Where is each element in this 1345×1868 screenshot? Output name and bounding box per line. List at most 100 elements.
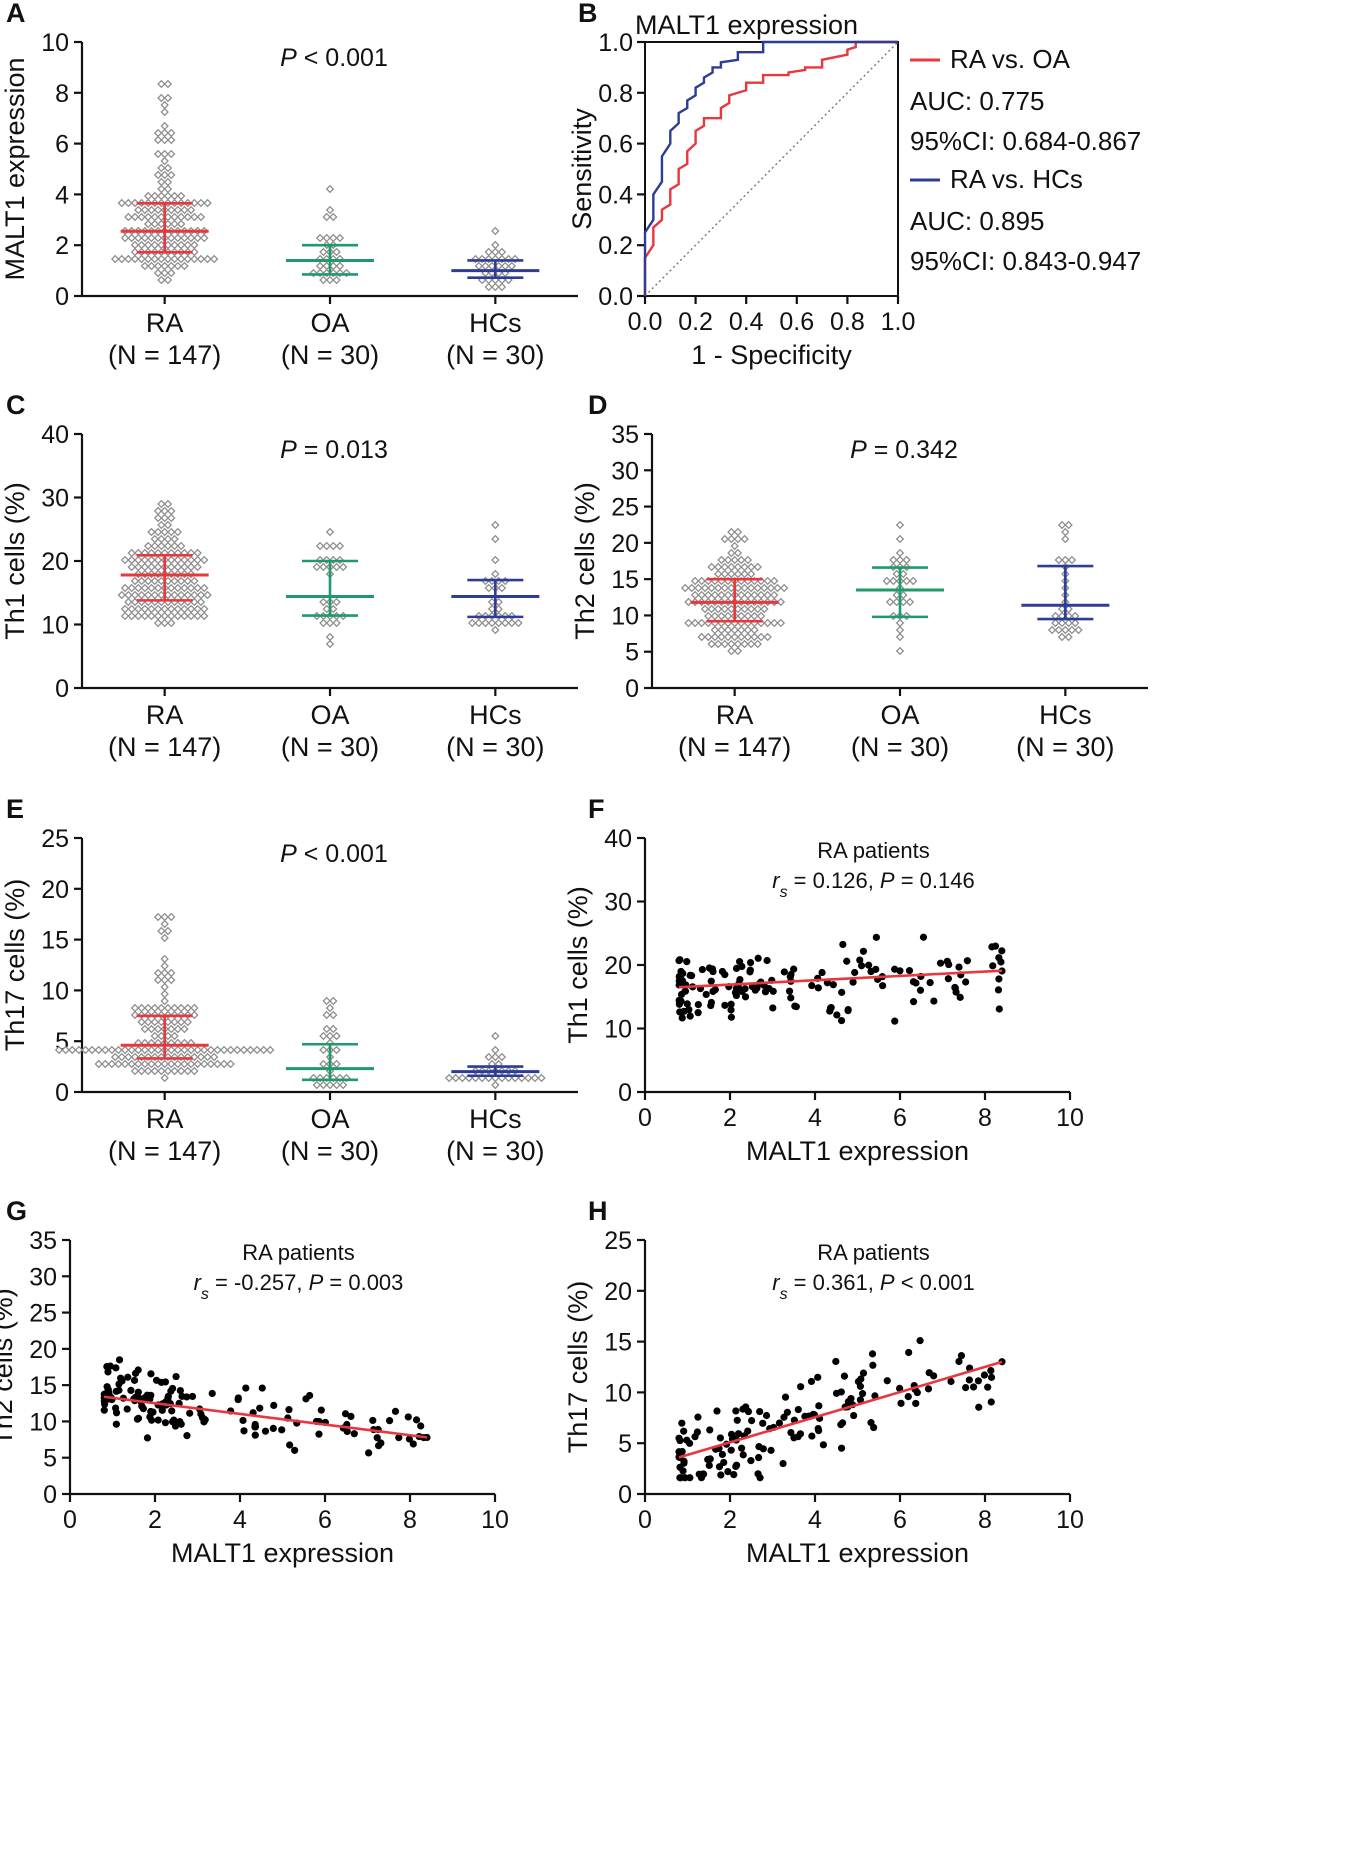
panel-e-point <box>530 1073 540 1083</box>
panel-c-point <box>140 611 150 621</box>
panel-a-point <box>153 128 163 138</box>
panel-c-point <box>325 618 335 628</box>
panel-d-point <box>720 569 729 579</box>
panel-c-point <box>491 534 500 544</box>
panel-e-point <box>74 1045 84 1055</box>
panel-d-point <box>733 527 743 537</box>
panel-d-point <box>770 618 779 628</box>
panel-d-point <box>1051 618 1060 628</box>
panel-f-y-tick-label: 20 <box>604 952 632 980</box>
panel-d-point <box>704 590 713 600</box>
panel-c-point <box>153 527 163 537</box>
panel-h-y-tick-label: 15 <box>604 1329 632 1357</box>
panel-f-point <box>838 988 846 996</box>
panel-a-point <box>325 275 335 285</box>
panel-a-point <box>153 170 163 180</box>
panel-f-point <box>676 996 684 1004</box>
panel-f-point <box>994 986 1003 994</box>
panel-d-point <box>895 646 905 656</box>
panel-e-group-label: HCs <box>469 1104 522 1134</box>
panel-e-point <box>163 926 173 936</box>
panel-d-group-n: (N = 147) <box>678 732 791 762</box>
panel-e-point <box>153 1045 163 1055</box>
panel-g-point <box>261 1427 270 1435</box>
panel-a-point <box>137 240 146 250</box>
panel-a-point <box>186 205 196 215</box>
panel-h-point <box>987 1366 995 1375</box>
panel-h-point <box>814 1424 822 1433</box>
panel-d-p-italic: P <box>850 436 867 464</box>
panel-c-point <box>127 604 136 614</box>
panel-c-point <box>160 618 169 628</box>
panel-e-point <box>130 1052 140 1062</box>
panel-h-point <box>807 1377 816 1386</box>
panel-a-point <box>143 212 153 222</box>
panel-e-point <box>147 1045 156 1055</box>
panel-f-point <box>998 947 1006 955</box>
panel-d-point <box>733 639 743 649</box>
panel-d-point <box>720 604 729 614</box>
panel-g-y-tick-label: 0 <box>43 1481 57 1509</box>
panel-f-point <box>891 1017 899 1025</box>
panel-c-point <box>481 618 490 628</box>
panel-c-p-italic: P <box>280 436 297 464</box>
panel-e-point <box>153 1059 163 1069</box>
panel-d-point <box>1054 555 1063 565</box>
panel-c-point <box>173 604 183 614</box>
panel-c-point <box>157 499 166 509</box>
panel-e-point <box>137 1017 146 1027</box>
panel-e-point <box>200 1059 209 1069</box>
panel-h-point <box>797 1383 805 1391</box>
panel-e-point <box>193 1059 202 1069</box>
panel-f-point <box>676 1008 684 1016</box>
panel-d-point <box>889 576 898 586</box>
panel-e-point <box>170 1066 179 1076</box>
panel-d-point <box>743 632 753 642</box>
panel-d-point <box>889 555 898 565</box>
panel-d-point <box>740 534 749 544</box>
panel-h-x-tick-label: 4 <box>808 1506 822 1534</box>
panel-d-point <box>895 625 905 635</box>
panel-e-point <box>163 1066 173 1076</box>
panel-g: G 0 5 10 15 20 25 30 35 0 2 4 6 8 10 MALT1 expression Th… <box>0 1196 509 1568</box>
panel-g-stat-ptail: = 0.003 <box>323 1270 403 1295</box>
panel-h-point <box>732 1407 740 1415</box>
panel-a-p-rest: < 0.001 <box>297 44 388 72</box>
panel-d-y-tick-label: 25 <box>611 494 639 522</box>
panel-e-y-tick-label: 15 <box>41 927 69 955</box>
panel-f-stat: rs = 0.126, P = 0.146 <box>772 868 975 901</box>
panel-h-point <box>676 1436 684 1445</box>
panel-c-group-label: HCs <box>469 700 522 730</box>
panel-e-group-n: (N = 147) <box>108 1136 221 1166</box>
panel-e-point <box>458 1073 467 1083</box>
panel-d-point <box>717 625 726 635</box>
panel-g-y-tick-label: 20 <box>29 1336 57 1364</box>
panel-c-point <box>153 562 163 572</box>
panel-d-point <box>710 625 720 635</box>
panel-d-point <box>895 548 905 558</box>
panel-d-point <box>908 576 918 586</box>
panel-a-point <box>167 170 176 180</box>
panel-d-point <box>727 639 736 649</box>
panel-a-point <box>190 212 199 222</box>
panel-a-group-label: OA <box>310 308 349 338</box>
panel-e-point <box>332 1031 341 1041</box>
panel-g-point <box>412 1416 421 1424</box>
panel-e-point <box>101 1059 110 1069</box>
panel-d-point <box>710 590 720 600</box>
panel-h-point <box>801 1412 809 1420</box>
panel-d-point <box>720 639 729 649</box>
panel-d-point <box>697 590 706 600</box>
panel-d-point <box>885 597 895 607</box>
panel-e-point <box>157 926 166 936</box>
panel-h-point <box>962 1383 970 1392</box>
panel-c-point <box>474 618 484 628</box>
panel-g-point <box>112 1409 121 1417</box>
panel-f-point <box>732 984 741 992</box>
panel-e-point <box>213 1045 222 1055</box>
panel-e-point <box>87 1045 97 1055</box>
panel-a-point <box>190 254 199 264</box>
panel-c-point <box>140 583 150 593</box>
panel-e-point <box>143 1066 153 1076</box>
